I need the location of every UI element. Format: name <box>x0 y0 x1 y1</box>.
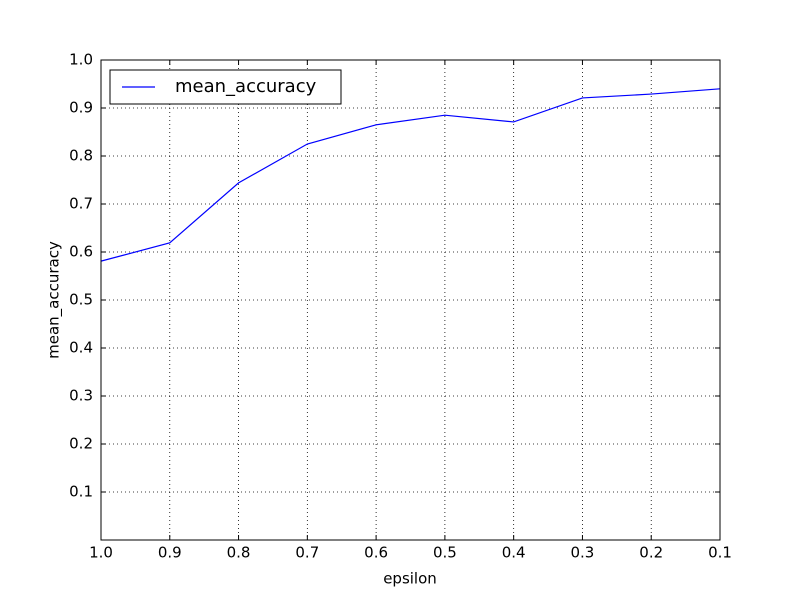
x-tick-label: 0.2 <box>639 544 663 562</box>
x-tick-label: 0.5 <box>433 544 457 562</box>
x-tick-label: 0.1 <box>708 544 732 562</box>
x-tick-label: 0.7 <box>295 544 319 562</box>
x-tick-label: 0.8 <box>227 544 251 562</box>
y-tick-label: 0.4 <box>69 339 93 357</box>
y-axis-label: mean_accuracy <box>45 241 64 359</box>
x-axis-label: epsilon <box>383 570 437 588</box>
y-tick-label: 0.5 <box>69 291 93 309</box>
y-tick-label: 0.6 <box>69 243 93 261</box>
y-tick-label: 0.9 <box>69 99 93 117</box>
y-tick-label: 0.7 <box>69 195 93 213</box>
y-tick-label: 0.8 <box>69 147 93 165</box>
x-tick-label: 0.4 <box>502 544 526 562</box>
y-tick-label: 0.3 <box>69 387 93 405</box>
x-tick-label: 0.3 <box>571 544 595 562</box>
plot-frame <box>100 59 721 541</box>
x-tick-label: 0.6 <box>364 544 388 562</box>
legend-label: mean_accuracy <box>175 76 317 97</box>
x-tick-label: 1.0 <box>89 544 113 562</box>
y-tick-label: 0.1 <box>69 483 93 501</box>
y-tick-label: 1.0 <box>69 51 93 69</box>
y-tick-label: 0.2 <box>69 435 93 453</box>
x-tick-label: 0.9 <box>158 544 182 562</box>
data-line <box>100 88 721 262</box>
